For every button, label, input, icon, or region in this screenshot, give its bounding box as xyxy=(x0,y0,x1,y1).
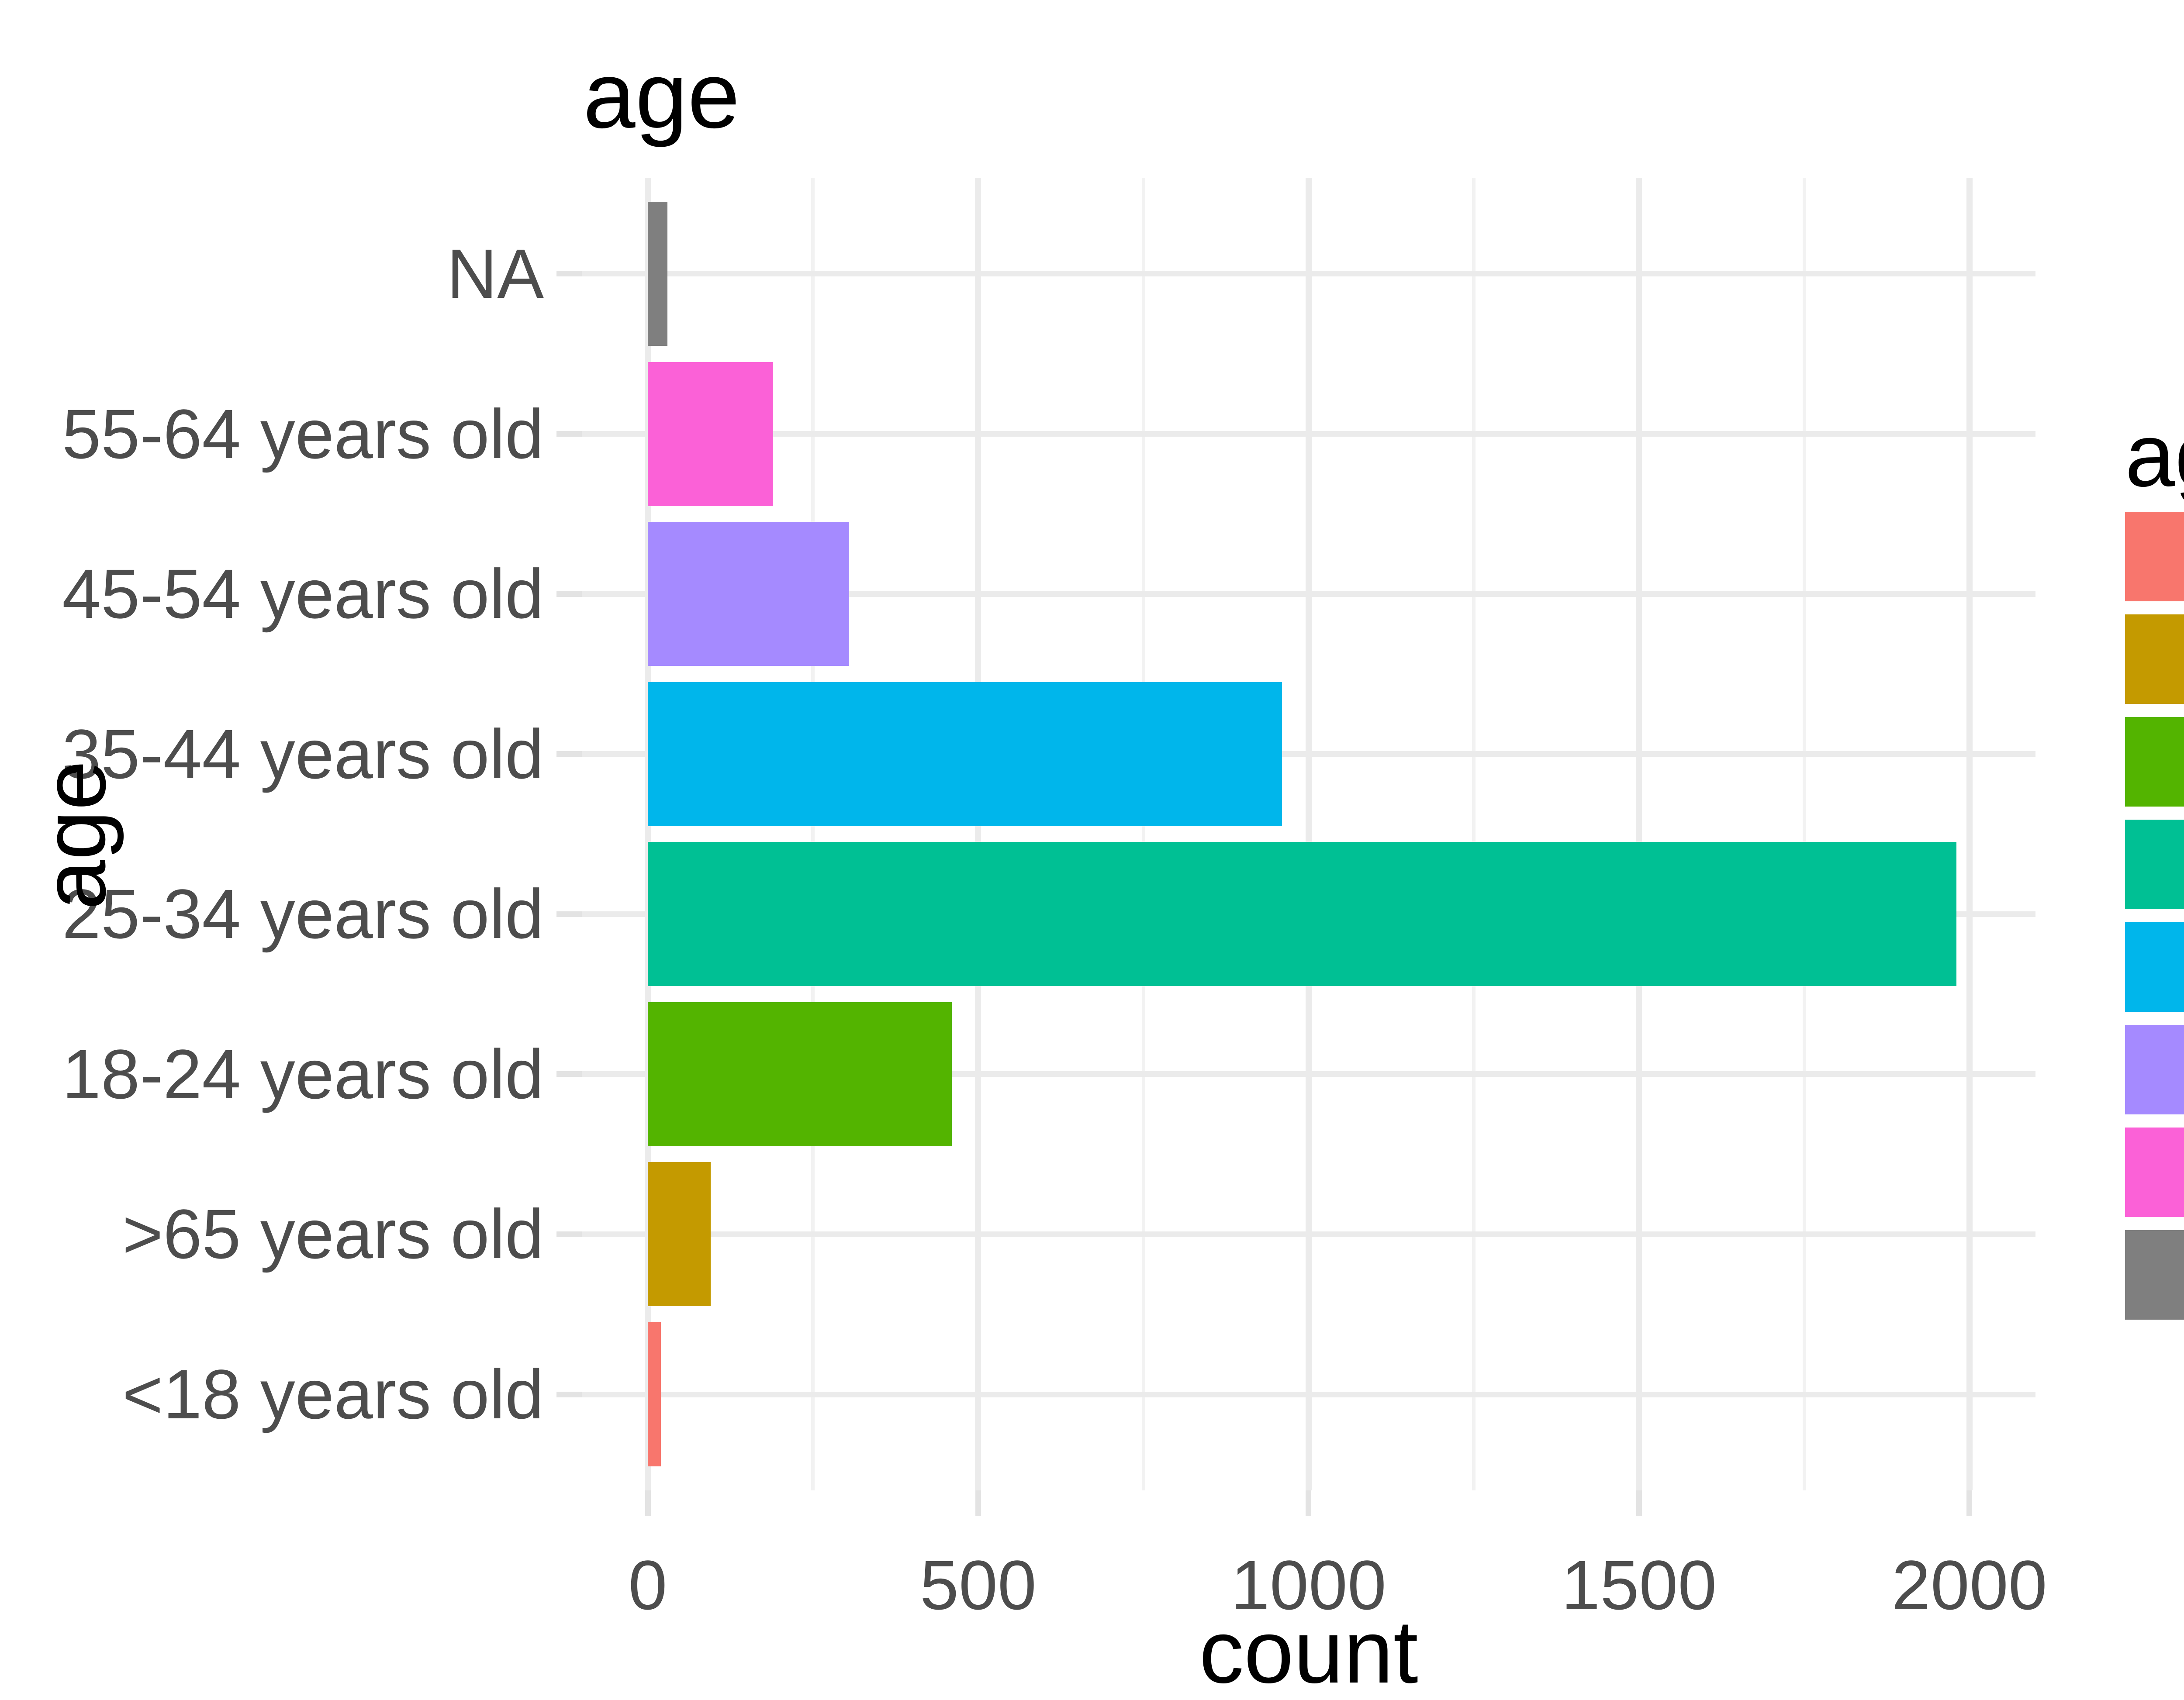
x-major-gridline xyxy=(1636,178,1642,1490)
legend-key-swatch xyxy=(2125,820,2184,909)
x-minor-gridline xyxy=(1472,178,1476,1490)
bar-55-64-years-old xyxy=(648,362,774,506)
bar-18-years-old xyxy=(648,1322,661,1467)
y-major-gridline xyxy=(582,591,2035,597)
y-tick-label: 18-24 years old xyxy=(62,1034,544,1113)
x-major-gridline xyxy=(975,178,981,1490)
x-tick xyxy=(975,1490,981,1516)
legend-key-swatch xyxy=(2125,1128,2184,1217)
y-major-gridline xyxy=(582,271,2035,277)
x-major-gridline xyxy=(1305,178,1312,1490)
y-tick-label: NA xyxy=(446,234,544,313)
legend-key-swatch xyxy=(2125,1025,2184,1114)
x-tick-label: 500 xyxy=(919,1546,1037,1624)
x-tick xyxy=(1966,1490,1973,1516)
x-minor-gridline xyxy=(811,178,815,1490)
x-tick-label: 1000 xyxy=(1230,1546,1386,1624)
y-tick-label: 25-34 years old xyxy=(62,875,544,953)
x-tick xyxy=(1636,1490,1642,1516)
y-tick xyxy=(556,1231,582,1237)
bar-35-44-years-old xyxy=(648,682,1282,826)
y-tick xyxy=(556,911,582,917)
x-major-gridline xyxy=(1966,178,1973,1490)
y-tick xyxy=(556,751,582,757)
y-tick xyxy=(556,1071,582,1077)
y-tick xyxy=(556,431,582,437)
legend-key-swatch xyxy=(2125,922,2184,1012)
x-minor-gridline xyxy=(1802,178,1806,1490)
legend-key-swatch xyxy=(2125,512,2184,601)
y-tick-label: 55-64 years old xyxy=(62,394,544,473)
bar-18-24-years-old xyxy=(648,1002,952,1146)
y-tick xyxy=(556,271,582,277)
x-tick xyxy=(645,1490,651,1516)
y-major-gridline xyxy=(582,431,2035,437)
y-tick xyxy=(556,591,582,597)
x-tick xyxy=(1306,1490,1312,1516)
y-tick-label: 45-54 years old xyxy=(62,555,544,633)
x-axis-title: count xyxy=(1199,1602,1418,1700)
x-minor-gridline xyxy=(1141,178,1145,1490)
y-tick xyxy=(556,1391,582,1397)
y-major-gridline xyxy=(582,1391,2035,1397)
bar-25-34-years-old xyxy=(648,842,1956,986)
y-tick-label: <18 years old xyxy=(122,1355,544,1434)
bar-na xyxy=(648,201,668,346)
legend-key-swatch xyxy=(2125,717,2184,807)
plot-title: age xyxy=(583,42,740,148)
x-tick-label: 1500 xyxy=(1561,1546,1717,1624)
y-major-gridline xyxy=(582,1231,2035,1237)
y-tick-label: 35-44 years old xyxy=(62,714,544,793)
legend-title: age xyxy=(2125,405,2184,505)
y-axis-title: age xyxy=(24,760,124,910)
legend-key-swatch xyxy=(2125,1230,2184,1320)
bar-65-years-old xyxy=(648,1162,711,1307)
y-tick-label: >65 years old xyxy=(122,1195,544,1273)
x-tick-label: 2000 xyxy=(1891,1546,2047,1624)
legend-key-swatch xyxy=(2125,614,2184,704)
bar-45-54-years-old xyxy=(648,522,850,666)
x-tick-label: 0 xyxy=(628,1546,667,1624)
